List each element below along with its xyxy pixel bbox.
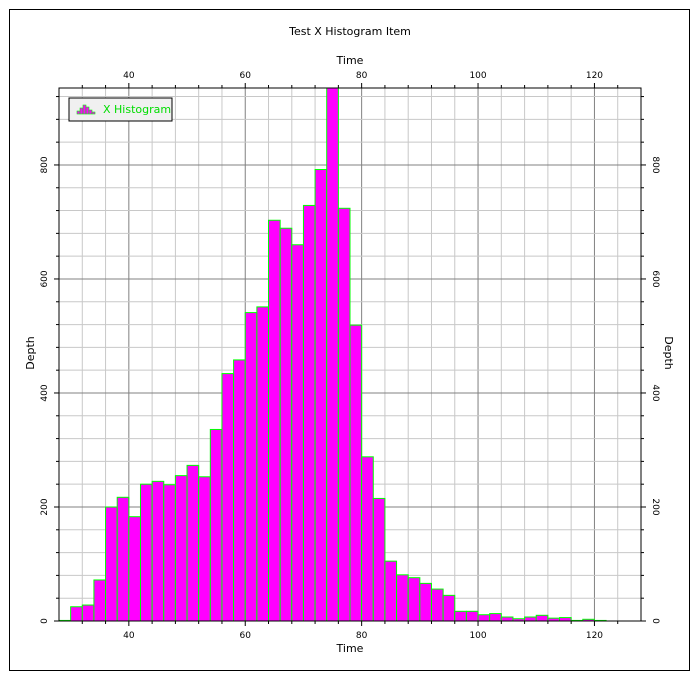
histogram-bar — [116, 496, 130, 622]
x2-tick-label: 100 — [469, 71, 486, 81]
histogram-bar — [198, 476, 211, 622]
histogram-bar — [430, 588, 444, 622]
x2-tick-label: 60 — [240, 71, 252, 81]
x2-axis-title: Time — [336, 54, 364, 67]
x2-tick-label: 80 — [356, 71, 368, 81]
histogram-bar — [151, 480, 165, 622]
histogram-bar — [465, 610, 479, 622]
x-tick-label: 80 — [356, 631, 368, 641]
legend-label: X Histogram — [103, 103, 171, 116]
histogram-bar — [81, 604, 95, 622]
histogram-bar — [372, 497, 386, 622]
histogram-bar — [407, 577, 421, 622]
x2-tick-label: 120 — [586, 71, 603, 81]
histogram-bar — [337, 207, 351, 622]
legend-icon-bar — [91, 111, 96, 115]
histogram-bar — [163, 484, 176, 622]
histogram-bar — [442, 594, 456, 622]
histogram-bar — [93, 579, 107, 622]
histogram-bar — [291, 244, 304, 622]
histogram-bar — [221, 373, 235, 622]
y-tick-label: 400 — [40, 384, 50, 401]
histogram-bar — [244, 312, 258, 622]
legend-box — [68, 97, 173, 122]
chart-title: Test X Histogram Item — [288, 25, 411, 38]
histogram-bar — [256, 306, 270, 622]
histogram-bar — [559, 617, 572, 622]
histogram-bar — [326, 87, 339, 622]
histogram-bar — [314, 169, 328, 622]
histogram-bar — [70, 606, 83, 622]
legend-icon-bar — [76, 110, 81, 115]
histogram-bar — [174, 475, 188, 622]
y2-tick-label: 400 — [650, 384, 660, 401]
x-tick-label: 100 — [469, 631, 486, 641]
histogram-bar — [454, 610, 467, 622]
plot-frame — [9, 9, 690, 671]
legend-icon-bar — [85, 106, 90, 115]
legend-icon-bar — [82, 104, 87, 115]
histogram-bar — [535, 614, 549, 622]
x-tick-label: 120 — [586, 631, 603, 641]
histogram-bar — [477, 614, 491, 622]
histogram-bar — [384, 560, 398, 622]
x-tick-label: 40 — [123, 631, 135, 641]
histogram-bar — [524, 616, 537, 622]
x2-tick-label: 40 — [123, 71, 135, 81]
y-tick-label: 0 — [40, 618, 50, 624]
histogram-bar — [279, 227, 293, 622]
y2-tick-label: 800 — [650, 156, 660, 173]
histogram-bar — [105, 506, 118, 622]
plot-area-border — [58, 87, 642, 622]
y-axis-title: Depth — [24, 336, 37, 370]
histogram-bar — [419, 582, 432, 622]
histogram-bar — [209, 428, 223, 622]
legend-icon-bar — [88, 109, 93, 115]
histogram-bar — [396, 574, 409, 622]
histogram-bar — [489, 613, 502, 622]
histogram-bar — [349, 324, 363, 622]
y2-tick-label: 200 — [650, 498, 660, 515]
histogram-bar — [139, 483, 153, 622]
y-tick-label: 600 — [40, 270, 50, 287]
legend-icon-bar — [79, 107, 84, 115]
y-tick-label: 800 — [40, 156, 50, 173]
legend: X Histogram — [68, 97, 173, 122]
y2-axis-title: Depth — [662, 336, 675, 370]
histogram-bar — [128, 516, 141, 622]
histogram-bar — [361, 456, 374, 622]
histogram-bar — [186, 464, 200, 622]
y2-tick-label: 0 — [650, 618, 660, 624]
y2-tick-label: 600 — [650, 270, 660, 287]
y-tick-label: 200 — [40, 498, 50, 515]
x-tick-label: 60 — [240, 631, 252, 641]
histogram-bar — [268, 219, 281, 622]
histogram-bar — [302, 204, 316, 622]
x-axis-title: Time — [336, 642, 364, 655]
histogram-legend-icon — [76, 104, 96, 115]
histogram-bar — [500, 616, 514, 622]
histogram-bar — [233, 359, 246, 622]
